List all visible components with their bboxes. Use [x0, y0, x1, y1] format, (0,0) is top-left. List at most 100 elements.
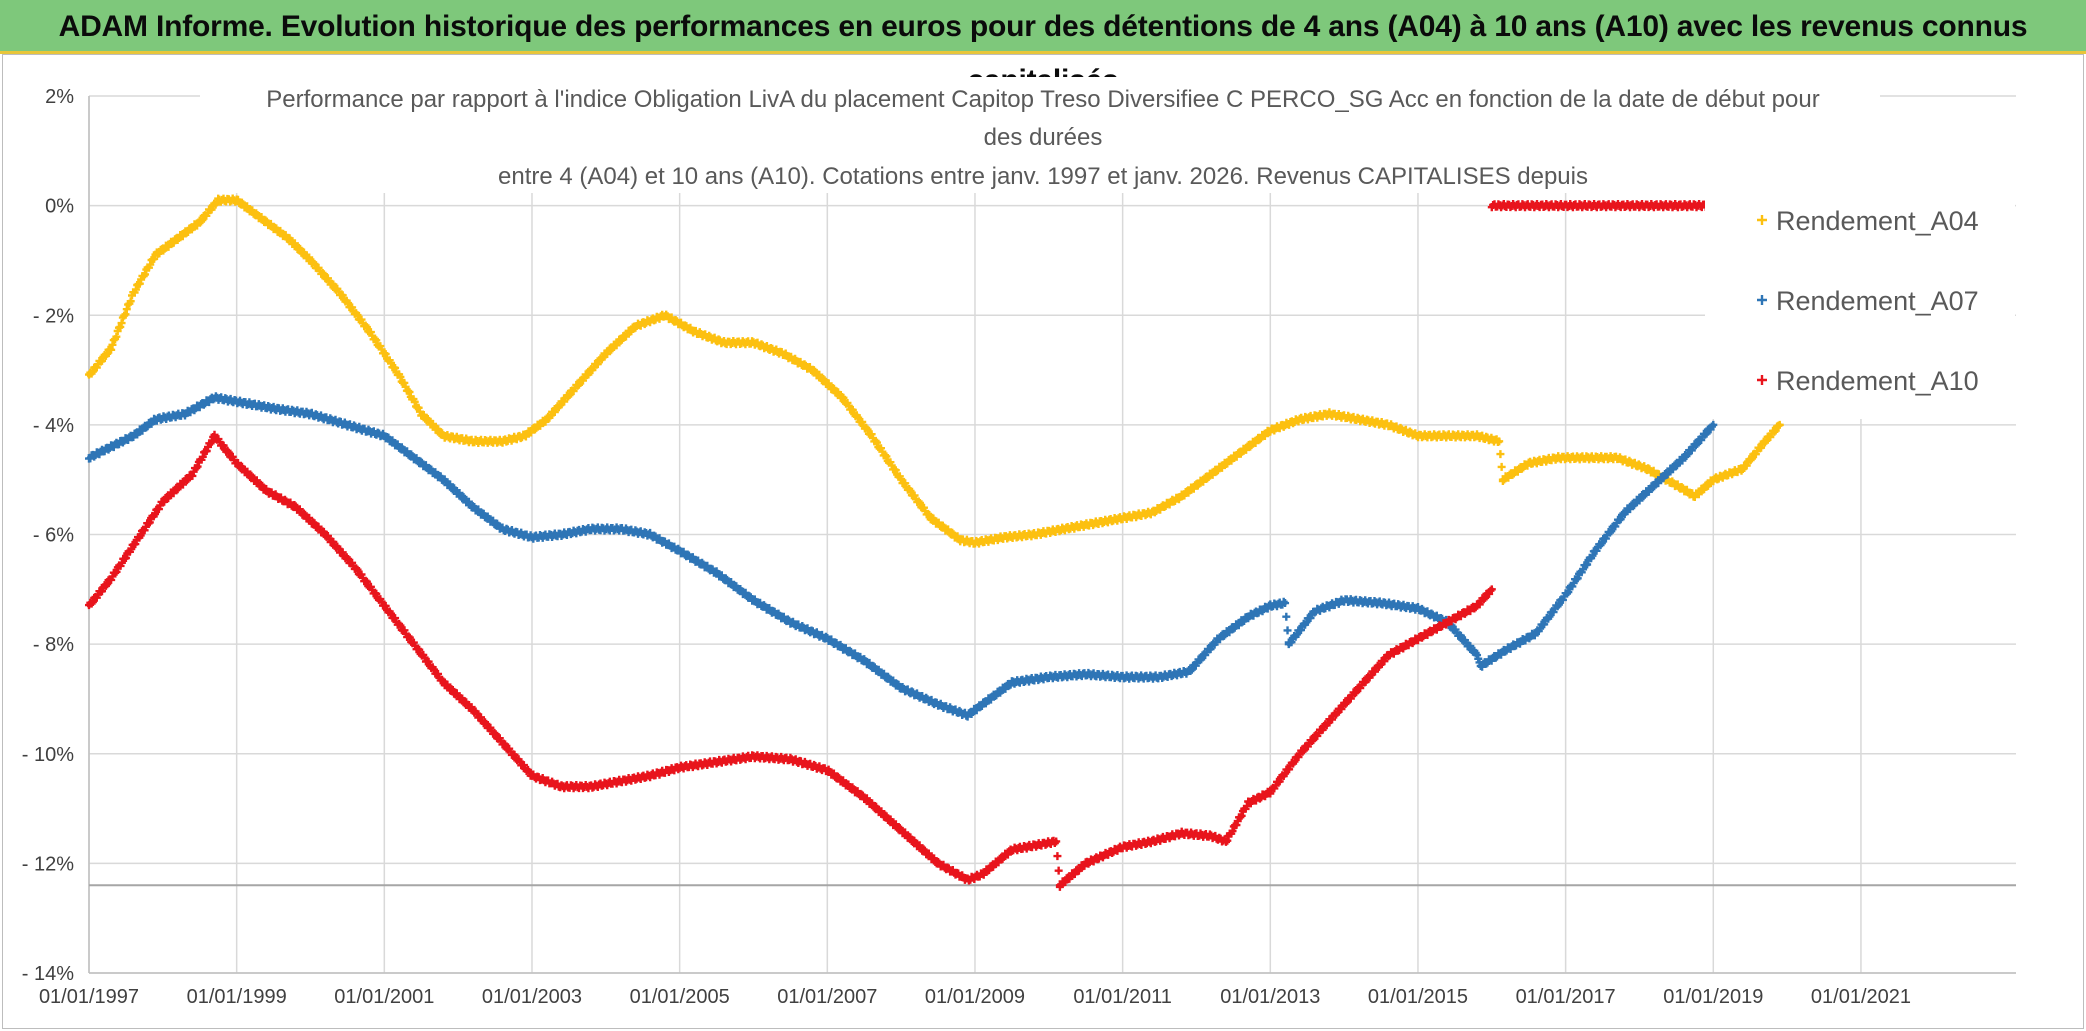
- chart-title-line: des durées: [984, 124, 1103, 151]
- data-point: [898, 685, 904, 691]
- series-layer: [85, 194, 1939, 891]
- data-point: [603, 351, 609, 356]
- data-point: [529, 535, 535, 540]
- data-point: [153, 252, 158, 258]
- data-point: [559, 784, 564, 789]
- data-point: [411, 455, 417, 460]
- data-point: [1009, 847, 1015, 852]
- data-point: [411, 641, 417, 647]
- data-point: [212, 433, 217, 439]
- data-point: [1563, 592, 1568, 597]
- data-point: [367, 329, 372, 334]
- data-point: [825, 636, 830, 641]
- banner-title: ADAM Informe. Evolution historique des p…: [58, 10, 2028, 97]
- data-point: [216, 197, 221, 203]
- data-point: [1282, 600, 1288, 606]
- data-point: [1415, 433, 1421, 439]
- data-point: [692, 329, 697, 334]
- data-point: [898, 477, 904, 482]
- x-tick-label: 01/01/2009: [925, 986, 1025, 1008]
- data-point: [1223, 839, 1229, 844]
- data-point: [1474, 433, 1480, 439]
- data-point: [633, 324, 638, 329]
- data-point: [86, 603, 92, 608]
- data-point: [1120, 674, 1125, 680]
- y-tick-label: - 14%: [22, 963, 74, 985]
- title-banner: ADAM Informe. Evolution historique des p…: [0, 0, 2086, 97]
- data-point: [86, 455, 92, 460]
- data-point: [780, 351, 786, 356]
- data-point: [1592, 548, 1598, 554]
- data-point: [662, 313, 668, 318]
- data-point: [529, 773, 535, 778]
- data-point: [382, 433, 387, 439]
- y-tick-label: - 2%: [33, 305, 74, 327]
- data-point: [1711, 422, 1716, 428]
- data-point: [751, 754, 756, 759]
- data-point: [241, 400, 247, 406]
- data-point: [1474, 652, 1480, 658]
- data-point: [958, 537, 963, 543]
- data-point: [1083, 672, 1088, 677]
- data-point: [544, 417, 549, 422]
- data-point: [1556, 455, 1561, 460]
- data-point: [972, 540, 978, 545]
- data-point: [1053, 839, 1059, 844]
- data-point: [1046, 674, 1052, 680]
- data-point: [1652, 482, 1657, 488]
- data-point: [1002, 535, 1007, 540]
- data-point: [1083, 861, 1088, 866]
- data-point: [1622, 510, 1627, 515]
- data-point: [1356, 417, 1362, 422]
- data-point: [86, 373, 92, 378]
- data-point: [256, 214, 262, 219]
- y-tick-label: 0%: [45, 196, 74, 218]
- x-tick-label: 01/01/2015: [1368, 986, 1468, 1008]
- data-point: [1688, 203, 1694, 208]
- data-point: [1585, 455, 1590, 460]
- legend-marker: [1757, 215, 1767, 225]
- series-marks: [85, 392, 1718, 721]
- data-point: [1238, 450, 1243, 455]
- data-point: [559, 532, 564, 537]
- data-point: [108, 345, 114, 351]
- y-tick-label: - 6%: [33, 525, 74, 547]
- data-point: [1415, 606, 1421, 611]
- data-point: [1039, 841, 1044, 847]
- chart-title-line: entre 4 (A04) et 10 ans (A10). Cotations…: [498, 163, 1588, 190]
- y-tick-label: 2%: [45, 86, 74, 108]
- data-point: [1120, 844, 1125, 850]
- data-point: [1681, 455, 1686, 460]
- axis-labels: 2%0%- 2%- 4%- 6%- 8%- 10%- 12%- 14%01/01…: [22, 86, 1911, 1008]
- data-point: [470, 439, 476, 444]
- data-point: [965, 877, 970, 883]
- x-tick-label: 01/01/2019: [1663, 986, 1763, 1008]
- data-point: [1445, 620, 1450, 625]
- x-tick-label: 01/01/2007: [777, 986, 877, 1008]
- data-point: [382, 603, 387, 608]
- series-marks: [85, 430, 1496, 891]
- data-point: [160, 499, 166, 504]
- data-point: [396, 373, 402, 378]
- data-point: [175, 236, 180, 241]
- data-point: [1504, 647, 1509, 652]
- data-point: [1268, 789, 1273, 795]
- data-point: [1209, 472, 1214, 477]
- data-point: [788, 620, 793, 625]
- data-point: [1061, 526, 1066, 532]
- data-point: [1286, 641, 1291, 647]
- data-point: [1496, 439, 1502, 444]
- data-point: [588, 784, 594, 789]
- data-point: [1478, 663, 1483, 669]
- data-point: [1179, 831, 1184, 836]
- data-point: [352, 565, 357, 570]
- data-point: [862, 795, 867, 800]
- chart-title: Performance par rapport à l'indice Oblig…: [200, 77, 1880, 193]
- data-point: [1644, 466, 1650, 471]
- data-point: [788, 757, 793, 762]
- data-point: [470, 707, 476, 713]
- data-point: [1268, 428, 1273, 433]
- data-point: [190, 472, 195, 477]
- data-point: [1386, 422, 1391, 428]
